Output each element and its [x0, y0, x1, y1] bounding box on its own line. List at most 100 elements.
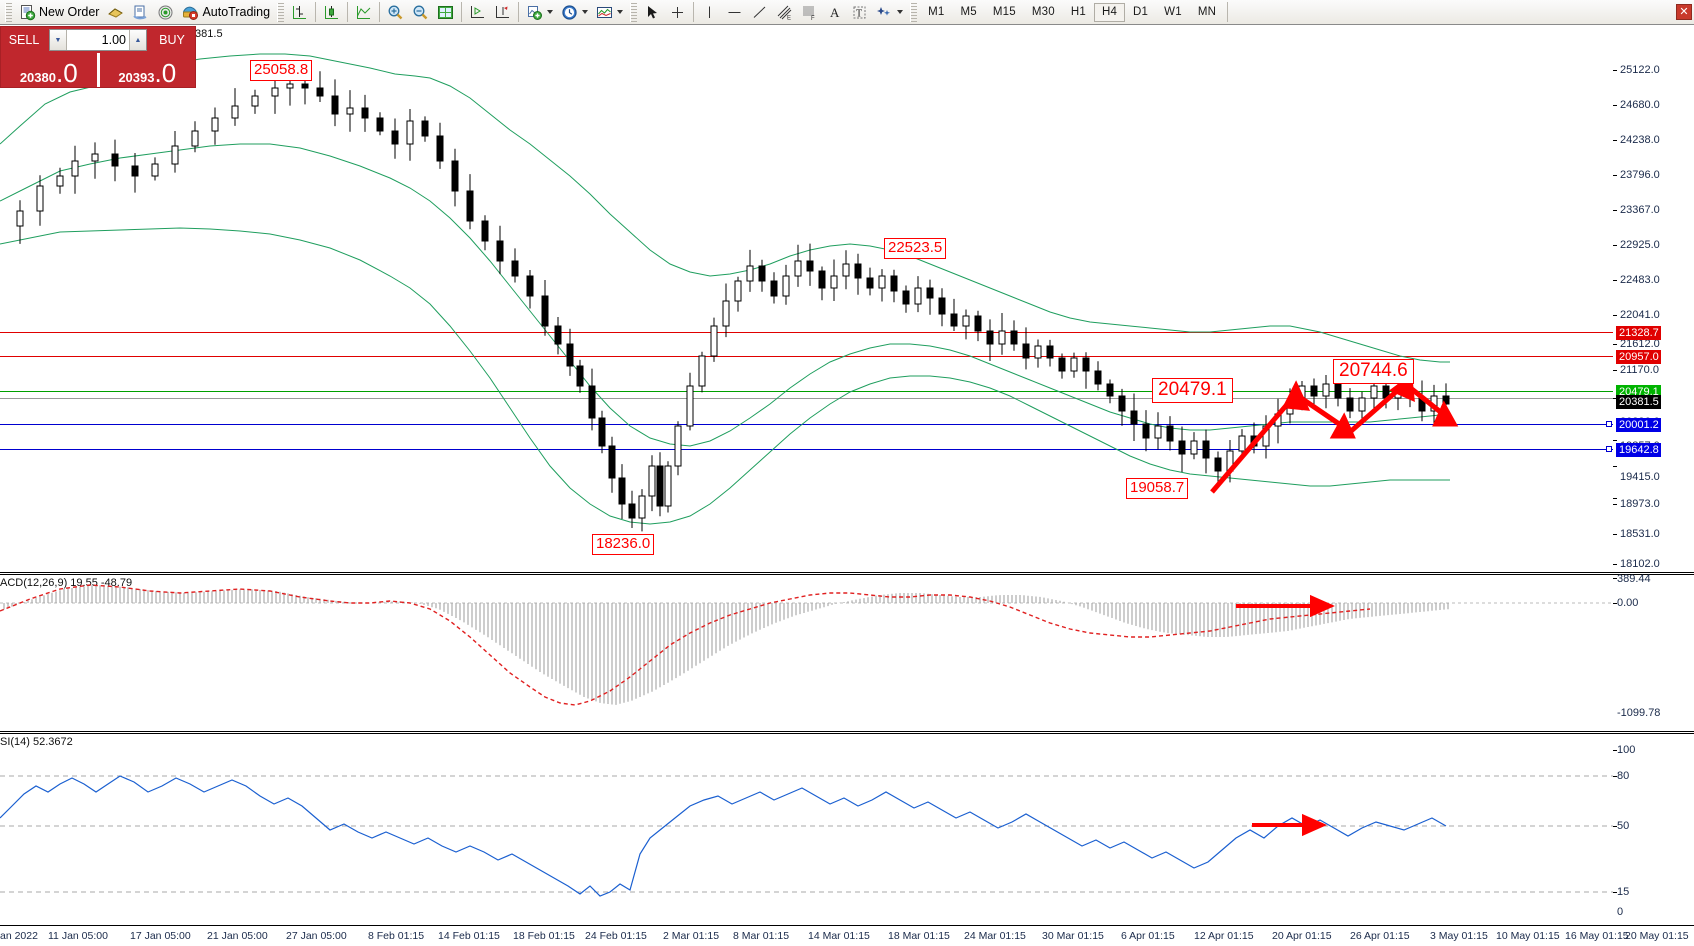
- resistance-line-21328[interactable]: [0, 332, 1613, 333]
- price-badge-support-2[interactable]: 19642.8: [1616, 443, 1661, 457]
- vertical-line-button[interactable]: [697, 1, 722, 23]
- rsi-projection-arrow: [1252, 813, 1327, 837]
- support-line-19642[interactable]: [0, 449, 1613, 450]
- volume-value[interactable]: 1.00: [101, 33, 126, 47]
- bar-chart-button[interactable]: [287, 1, 312, 23]
- autotrading-icon: [183, 6, 199, 20]
- price-pane[interactable]: HK50-,H4 20227.0 20471.0 20223.0 20381.5…: [0, 26, 1694, 572]
- text-button[interactable]: A: [822, 1, 847, 23]
- price-badge-resistance-2[interactable]: 20957.0: [1616, 350, 1661, 364]
- time-label-8: 24 Feb 01:15: [585, 930, 647, 942]
- price-badge-resistance-1[interactable]: 21328.7: [1616, 326, 1661, 340]
- add-indicator-button[interactable]: [522, 1, 557, 23]
- equidistant-channel-icon: E: [777, 5, 792, 21]
- timeframe-m30[interactable]: M30: [1031, 5, 1055, 18]
- volume-stepper-up-button[interactable]: ▲: [129, 30, 146, 50]
- toolbar-grip-2[interactable]: [277, 2, 285, 22]
- pane-separator-rsi[interactable]: [0, 731, 1694, 734]
- autotrading-button[interactable]: AutoTrading: [178, 1, 274, 23]
- zoom-out-button[interactable]: [408, 1, 433, 23]
- timeframe-m5[interactable]: M5: [960, 5, 977, 18]
- templates-button[interactable]: [592, 1, 627, 23]
- last-price-line-20381[interactable]: [0, 398, 1613, 399]
- line-chart-button[interactable]: [351, 1, 376, 23]
- pane-separator-macd[interactable]: [0, 572, 1694, 575]
- horizontal-line-icon: [728, 11, 741, 13]
- price-badge-last[interactable]: 20381.5: [1616, 395, 1661, 409]
- candlestick-chart-button[interactable]: [319, 1, 344, 23]
- toolbar-grip[interactable]: [5, 2, 12, 22]
- objects-button[interactable]: [872, 1, 907, 23]
- buy-button[interactable]: BUY: [159, 33, 185, 47]
- chart-area[interactable]: HK50-,H4 20227.0 20471.0 20223.0 20381.5…: [0, 26, 1694, 946]
- crosshair-icon: [672, 6, 684, 18]
- new-order-button[interactable]: New Order: [15, 1, 103, 23]
- resistance-line-20957[interactable]: [0, 356, 1613, 357]
- timeframe-w1[interactable]: W1: [1164, 5, 1182, 18]
- toolbar-grip-3[interactable]: [630, 2, 638, 22]
- timeframe-d1[interactable]: D1: [1133, 5, 1149, 18]
- sell-price[interactable]: 20380 .0: [1, 53, 97, 87]
- bid-line-20479[interactable]: [0, 391, 1613, 392]
- macd-tick-min: -1099.78: [1617, 707, 1661, 719]
- volume-field[interactable]: ▼ 1.00 ▲: [49, 29, 147, 51]
- rsi-pane[interactable]: SI(14) 52.3672 100 80 50 15 0: [0, 734, 1694, 925]
- annotation-20479[interactable]: 20479.1: [1152, 378, 1233, 403]
- time-label-16: 12 Apr 01:15: [1194, 930, 1254, 942]
- support-handle-20001[interactable]: [1606, 421, 1612, 427]
- period-caret-icon[interactable]: [582, 10, 589, 14]
- zoom-in-button[interactable]: [383, 1, 408, 23]
- annotation-20744[interactable]: 20744.6: [1333, 359, 1414, 384]
- time-label-11: 14 Mar 01:15: [808, 930, 870, 942]
- timeframe-mn[interactable]: MN: [1197, 5, 1217, 18]
- auto-scroll-icon: [496, 5, 510, 18]
- price-badge-support-1[interactable]: 20001.2: [1616, 418, 1661, 432]
- macd-pane[interactable]: ACD(12,26,9) 19.55 -48.79 389.44 0.00 -1…: [0, 573, 1694, 731]
- sell-button[interactable]: SELL: [8, 33, 40, 47]
- indicators-button[interactable]: [103, 1, 128, 23]
- support-handle-19642[interactable]: [1606, 446, 1612, 452]
- time-label-1: 11 Jan 05:00: [48, 930, 108, 942]
- signals-button[interactable]: [153, 1, 178, 23]
- time-axis[interactable]: an 2022 11 Jan 05:00 17 Jan 05:00 21 Jan…: [0, 925, 1694, 946]
- tile-windows-button[interactable]: [433, 1, 458, 23]
- annotation-22523[interactable]: 22523.5: [884, 238, 947, 259]
- fibonacci-button[interactable]: F: [797, 1, 822, 23]
- auto-scroll-button[interactable]: [490, 1, 515, 23]
- close-window-button[interactable]: ✕: [1676, 4, 1692, 20]
- time-label-7: 18 Feb 01:15: [513, 930, 575, 942]
- price-tick-18973: 18973.0: [1620, 498, 1660, 510]
- equidistant-channel-button[interactable]: E: [772, 1, 797, 23]
- shift-end-button[interactable]: [465, 1, 490, 23]
- tile-windows-icon: [438, 5, 454, 19]
- timeframe-m15[interactable]: M15: [992, 5, 1016, 18]
- one-click-trading-panel[interactable]: SELL ▼ 1.00 ▲ BUY 20380: [0, 26, 196, 88]
- text-label-button[interactable]: T: [847, 1, 872, 23]
- macd-projection-arrow: [1236, 594, 1335, 618]
- time-label-10: 8 Mar 01:15: [733, 930, 790, 942]
- svg-text:E: E: [787, 15, 791, 21]
- objects-caret-icon[interactable]: [897, 10, 904, 14]
- crosshair-button[interactable]: [665, 1, 690, 23]
- metaeditor-button[interactable]: [128, 1, 153, 23]
- time-label-20: 10 May 01:15: [1496, 930, 1560, 942]
- annotation-19058[interactable]: 19058.7: [1126, 478, 1189, 499]
- timeframe-h1[interactable]: H1: [1070, 5, 1086, 18]
- svg-text:F: F: [811, 16, 815, 21]
- candlestick-chart-icon: [325, 5, 339, 19]
- timeframe-m1[interactable]: M1: [928, 5, 945, 18]
- templates-caret-icon[interactable]: [617, 10, 624, 14]
- horizontal-line-button[interactable]: [722, 1, 747, 23]
- support-line-20001[interactable]: [0, 424, 1613, 425]
- trendline-button[interactable]: [747, 1, 772, 23]
- annotation-18236[interactable]: 18236.0: [592, 534, 655, 555]
- toolbar-grip-4[interactable]: [910, 2, 918, 22]
- cursor-button[interactable]: [640, 1, 665, 23]
- timeframe-h4[interactable]: H4: [1093, 2, 1126, 22]
- add-indicator-caret-icon[interactable]: [547, 10, 554, 14]
- buy-price[interactable]: 20393 .0: [100, 53, 196, 87]
- period-button[interactable]: [557, 1, 592, 23]
- volume-dropdown-button[interactable]: ▼: [50, 30, 67, 50]
- annotation-25058[interactable]: 25058.8: [250, 60, 313, 81]
- sell-price-integer: 20380: [19, 70, 56, 85]
